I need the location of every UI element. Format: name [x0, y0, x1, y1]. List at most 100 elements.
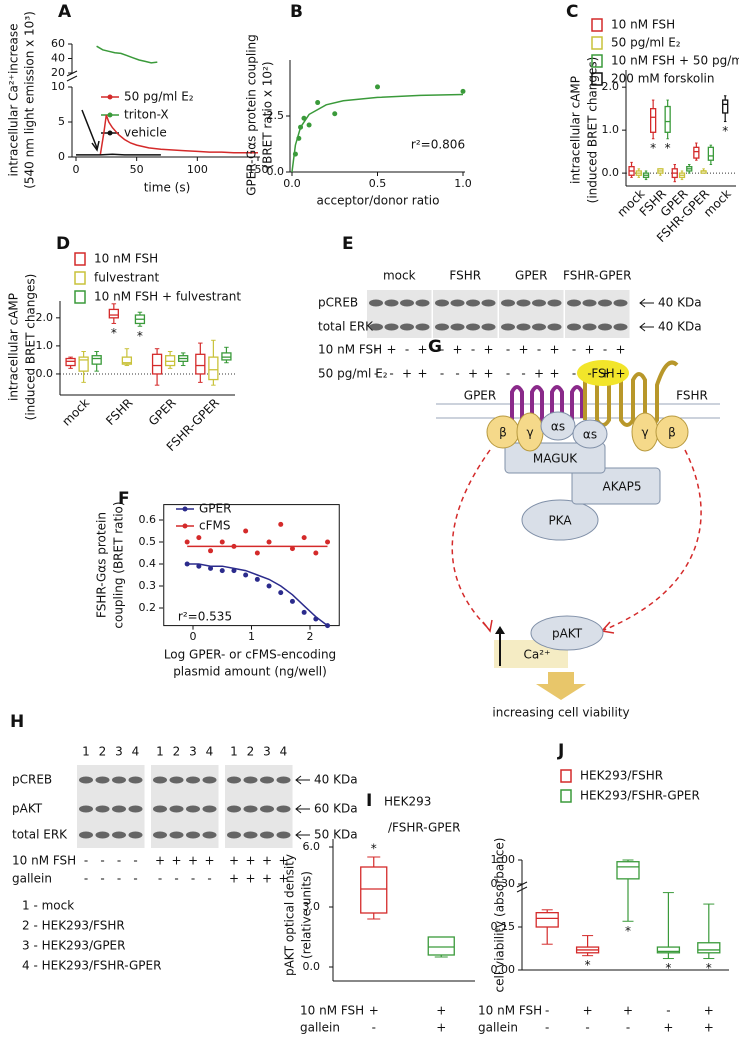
- y-tick-label: 2.0: [602, 80, 620, 93]
- legend-swatch: [560, 789, 572, 803]
- treatment-sign: +: [245, 872, 255, 886]
- legend-swatch: [591, 54, 603, 68]
- y-axis-label: intracellular Ca²⁺increase: [7, 23, 21, 176]
- significance-mark: *: [665, 961, 671, 975]
- node-label: pAKT: [552, 627, 583, 641]
- blot-column-label: GPER: [515, 269, 547, 283]
- blot-band: [227, 831, 241, 839]
- box-body: [78, 356, 89, 372]
- blot-column-label: FSHR-GPER: [563, 269, 631, 283]
- treatment-sign: +: [262, 872, 272, 886]
- y-axis-label: (induced BRET changes): [586, 57, 600, 204]
- blot-band: [260, 831, 274, 839]
- condition-label: gallein: [478, 1021, 518, 1035]
- blot-band: [501, 323, 515, 331]
- blot-band: [516, 323, 531, 331]
- diagram-g: G FSH GPER FSHR β γ αs αs γ β MAGUK AKAP…: [428, 337, 720, 720]
- data-point: [313, 616, 319, 622]
- y-tick-label: 1.00: [491, 853, 516, 866]
- data-point: [208, 565, 214, 571]
- condition-sign: +: [436, 1004, 446, 1018]
- condition-label: gallein: [300, 1021, 340, 1035]
- legend-swatch: [74, 271, 86, 285]
- blot-band: [532, 323, 546, 331]
- blot-band: [169, 776, 184, 784]
- blot-row-label: pAKT: [12, 802, 43, 816]
- legend-label: 10 nM FSH + fulvestrant: [94, 290, 241, 304]
- data-point: [301, 115, 307, 121]
- treatment-sign: -: [158, 872, 162, 886]
- condition-sign: +: [663, 1021, 673, 1035]
- pka-node: [521, 499, 599, 541]
- size-label: 40 KDa: [314, 773, 358, 787]
- treatment-sign: +: [278, 872, 288, 886]
- legend-label: triton-X: [124, 108, 169, 122]
- lane-number: 3: [189, 745, 197, 759]
- legend-marker: [107, 112, 113, 118]
- big-arrow: [536, 672, 586, 700]
- legend-swatch: [560, 769, 572, 783]
- treatment-sign: -: [603, 343, 607, 357]
- condition-sign: +: [704, 1004, 714, 1018]
- size-label: 60 KDa: [314, 802, 358, 816]
- data-point: [332, 111, 338, 117]
- treatment-sign: +: [171, 854, 181, 868]
- treatment-sign: +: [615, 367, 625, 381]
- y-axis-label: cell viability (absorbance): [493, 838, 507, 993]
- box-body: [650, 108, 657, 133]
- data-point: [243, 528, 249, 534]
- blot-band: [186, 831, 200, 839]
- beta-node: [655, 415, 689, 449]
- y-tick-label: 0.0: [267, 165, 285, 178]
- condition-sign: -: [666, 1004, 670, 1018]
- blot-band: [567, 299, 581, 307]
- treatment-label: gallein: [12, 872, 52, 886]
- condition-sign: +: [436, 1021, 446, 1035]
- box-body: [91, 355, 102, 365]
- panel-letter: F: [118, 489, 130, 509]
- node-label: γ: [526, 426, 533, 440]
- blot-band: [243, 831, 258, 839]
- blot-band: [186, 776, 200, 784]
- panel-letter: J: [557, 741, 564, 761]
- treatment-sign: -: [389, 367, 393, 381]
- blot-band: [501, 299, 515, 307]
- blot-band: [481, 299, 496, 307]
- blot-band: [202, 776, 217, 784]
- box-body: [616, 861, 640, 880]
- arrow-head: [600, 621, 615, 634]
- legend-label: HEK293/FSHR-GPER: [580, 789, 700, 803]
- y-tick-label: 2.0: [36, 311, 54, 324]
- blot-band: [128, 805, 143, 813]
- treatment-sign: +: [584, 343, 594, 357]
- blot-band: [582, 323, 597, 331]
- treatment-sign: +: [417, 367, 427, 381]
- legend-label: HEK293/FSHR: [580, 769, 663, 783]
- blot-column-label: FSHR: [449, 269, 481, 283]
- y-axis-label: (540 nm light emission x 10³): [23, 11, 37, 189]
- treatment-sign: +: [278, 854, 288, 868]
- blot-band: [384, 323, 399, 331]
- blot-band: [450, 323, 465, 331]
- box-body: [208, 356, 219, 381]
- diagram-caption: increasing cell viability: [492, 706, 629, 720]
- y-tick-label: 0.00: [491, 963, 516, 976]
- legend-label: 50 pg/ml E₂: [611, 36, 681, 50]
- panel-letter: D: [56, 234, 70, 254]
- x-tick-label: GPER: [146, 396, 179, 429]
- treatment-sign: +: [204, 854, 214, 868]
- box-body: [195, 353, 206, 375]
- data-point: [231, 543, 237, 549]
- treatment-sign: +: [417, 343, 427, 357]
- significance-mark: *: [111, 326, 117, 340]
- lane-key: 4 - HEK293/FSHR-GPER: [22, 959, 161, 973]
- box-body: [664, 105, 671, 133]
- size-arrow: [295, 775, 310, 785]
- treatment-label: 10 nM FSH: [12, 854, 76, 868]
- box-body: [164, 355, 176, 367]
- treatment-sign: +: [245, 854, 255, 868]
- y-axis-label: GPER-Gαs protein coupling: [245, 34, 259, 196]
- panel-letter: A: [58, 2, 72, 22]
- blot-band: [79, 831, 93, 839]
